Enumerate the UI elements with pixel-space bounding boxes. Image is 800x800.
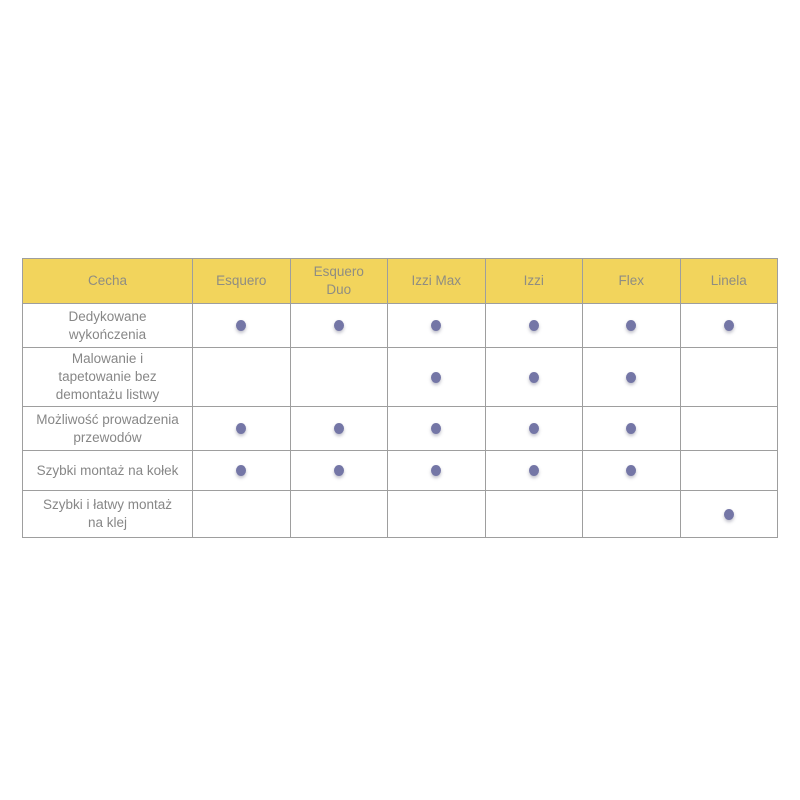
feature-dot-icon [431, 371, 442, 383]
feature-cell: Szybki i łatwy montaż na klej [22, 490, 193, 538]
value-cell-empty [679, 347, 778, 407]
value-cell-available [192, 303, 291, 348]
feature-cell: Szybki montaż na kołek [22, 450, 193, 491]
value-cell-available [484, 347, 583, 407]
value-cell-available [192, 406, 291, 451]
feature-dot-icon [528, 465, 539, 477]
value-cell-empty [289, 490, 388, 538]
feature-dot-icon [626, 320, 637, 332]
feature-dot-icon [528, 320, 539, 332]
header-row: Cecha Esquero Esquero Duo Izzi Max Izzi Flex L… [22, 258, 778, 304]
header-cell-product: Linela [679, 258, 778, 304]
value-cell-empty [387, 490, 486, 538]
value-cell-available [192, 450, 291, 491]
feature-comparison-table: Cecha Esquero Esquero Duo Izzi Max Izzi Flex L… [22, 258, 778, 538]
header-cell-product: Esquero Duo [289, 258, 388, 304]
value-cell-available [484, 406, 583, 451]
feature-dot-icon [431, 423, 442, 435]
feature-dot-icon [626, 371, 637, 383]
value-cell-available [582, 303, 681, 348]
feature-dot-icon [333, 320, 344, 332]
feature-dot-icon [236, 465, 247, 477]
value-cell-available [582, 450, 681, 491]
feature-dot-icon [431, 320, 442, 332]
table-body: Dedykowane wykończenia Malowanie i tapeto… [22, 303, 778, 538]
feature-dot-icon [431, 465, 442, 477]
value-cell-empty [679, 406, 778, 451]
value-cell-empty [484, 490, 583, 538]
feature-dot-icon [626, 423, 637, 435]
header-cell-feature: Cecha [22, 258, 193, 304]
feature-cell: Malowanie i tapetowanie bez demontażu li… [22, 347, 193, 407]
header-cell-product: Izzi [484, 258, 583, 304]
table-row: Szybki i łatwy montaż na klej [22, 490, 778, 538]
value-cell-available [387, 303, 486, 348]
value-cell-empty [192, 490, 291, 538]
feature-cell: Możliwość prowadzenia przewodów [22, 406, 193, 451]
header-cell-product: Izzi Max [387, 258, 486, 304]
value-cell-available [289, 450, 388, 491]
header-cell-product: Esquero [192, 258, 291, 304]
feature-dot-icon [723, 320, 734, 332]
table-row: Dedykowane wykończenia [22, 303, 778, 348]
value-cell-available [289, 303, 388, 348]
table-row: Szybki montaż na kołek [22, 450, 778, 491]
feature-dot-icon [333, 465, 344, 477]
feature-dot-icon [626, 465, 637, 477]
value-cell-available [484, 303, 583, 348]
value-cell-available [582, 347, 681, 407]
feature-dot-icon [528, 371, 539, 383]
value-cell-available [289, 406, 388, 451]
feature-cell: Dedykowane wykończenia [22, 303, 193, 348]
value-cell-available [679, 490, 778, 538]
value-cell-empty [582, 490, 681, 538]
feature-dot-icon [723, 508, 734, 520]
table-row: Malowanie i tapetowanie bez demontażu li… [22, 347, 778, 407]
table-row: Możliwość prowadzenia przewodów [22, 406, 778, 451]
value-cell-empty [679, 450, 778, 491]
value-cell-available [387, 450, 486, 491]
table-header: Cecha Esquero Esquero Duo Izzi Max Izzi Flex L… [22, 258, 778, 304]
feature-dot-icon [528, 423, 539, 435]
value-cell-available [387, 347, 486, 407]
value-cell-available [387, 406, 486, 451]
feature-dot-icon [333, 423, 344, 435]
feature-dot-icon [236, 423, 247, 435]
value-cell-empty [289, 347, 388, 407]
feature-dot-icon [236, 320, 247, 332]
value-cell-available [679, 303, 778, 348]
value-cell-available [484, 450, 583, 491]
header-cell-product: Flex [582, 258, 681, 304]
value-cell-available [582, 406, 681, 451]
value-cell-empty [192, 347, 291, 407]
